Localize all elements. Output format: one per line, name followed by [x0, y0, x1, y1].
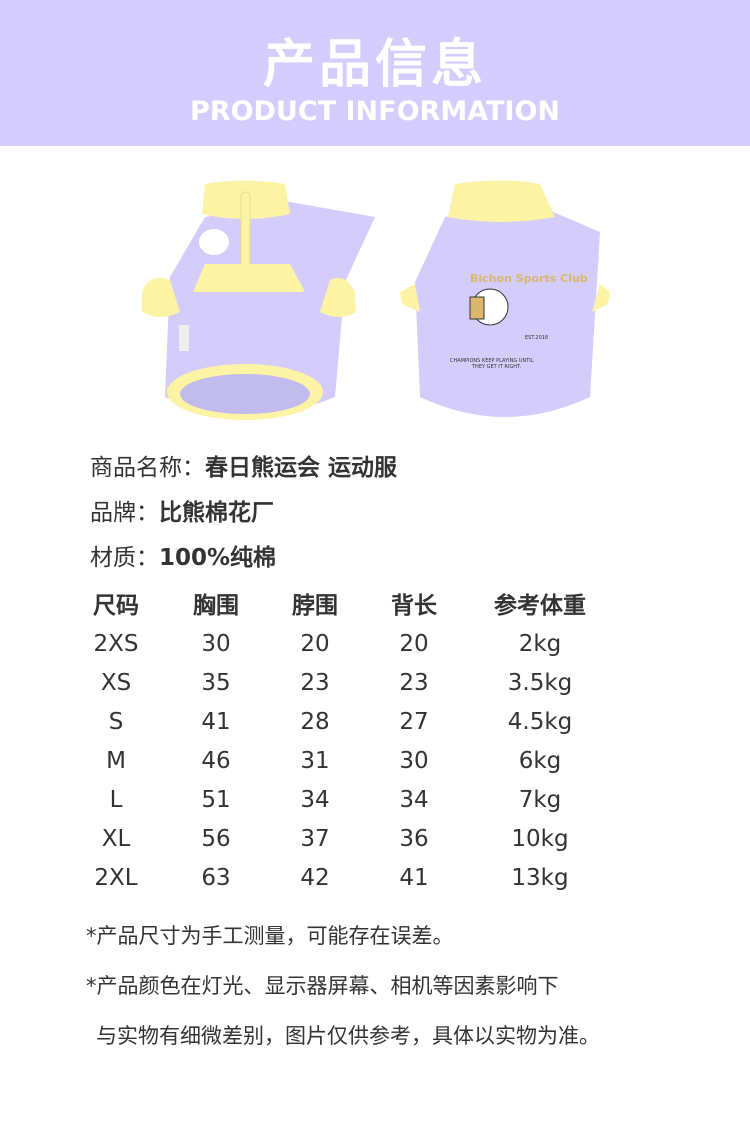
- cell-chest: 35: [201, 670, 231, 696]
- cell-back-length: 41: [399, 865, 429, 891]
- header-banner: 产品信息 PRODUCT INFORMATION: [0, 0, 750, 146]
- cell-chest: 30: [201, 631, 231, 657]
- info-value: 春日熊运会 运动服: [205, 455, 398, 481]
- cell-neck: 42: [300, 865, 330, 891]
- cell-back-length: 27: [399, 709, 429, 735]
- note-color: *产品颜色在灯光、显示器屏幕、相机等因素影响下: [86, 974, 559, 998]
- header-back-length: 背长: [391, 593, 437, 619]
- info-name: 商品名称：春日熊运会 运动服: [90, 448, 397, 482]
- header-neck: 脖围: [292, 593, 338, 619]
- cell-size: M: [106, 748, 126, 774]
- print-slogan-2: THEY GET IT RIGHT.: [471, 364, 521, 370]
- header-chest: 胸围: [193, 593, 239, 619]
- cell-size: 2XS: [93, 631, 139, 657]
- note-measure: *产品尺寸为手工测量，可能存在误差。: [86, 924, 454, 948]
- cell-chest: 63: [201, 865, 231, 891]
- cell-size: XL: [101, 826, 131, 852]
- cell-back-length: 23: [399, 670, 429, 696]
- cell-neck: 37: [300, 826, 330, 852]
- info-label: 商品名称：: [90, 455, 205, 481]
- cell-size: S: [108, 709, 124, 735]
- cell-weight: 4.5kg: [507, 709, 573, 735]
- cell-weight: 2kg: [518, 631, 562, 657]
- cell-weight: 3.5kg: [507, 670, 573, 696]
- cell-back-length: 34: [399, 787, 429, 813]
- cell-back-length: 36: [399, 826, 429, 852]
- cell-neck: 20: [300, 631, 330, 657]
- info-value: 比熊棉花厂: [159, 500, 274, 526]
- cell-size: XS: [100, 670, 132, 696]
- cell-weight: 7kg: [518, 787, 562, 813]
- shirt-back: Bichon Sports Club EST.2018 CHAMPIONS KE…: [400, 180, 610, 417]
- info-label: 材质：: [90, 545, 159, 571]
- info-label: 品牌：: [90, 500, 159, 526]
- cell-weight: 10kg: [511, 826, 569, 852]
- note-color-cont: 与实物有细微差别，图片仅供参考，具体以实物为准。: [96, 1024, 600, 1048]
- product-image: Bichon Sports Club EST.2018 CHAMPIONS KE…: [142, 180, 610, 420]
- cell-size: L: [109, 787, 123, 813]
- cell-size: 2XL: [94, 865, 138, 891]
- cell-weight: 6kg: [518, 748, 562, 774]
- print-slogan-1: CHAMPIONS KEEP PLAYING UNTIL: [450, 358, 534, 364]
- print-text: Bichon Sports Club: [470, 272, 588, 285]
- shirt-front: [142, 180, 375, 420]
- print-est: EST.2018: [525, 335, 548, 341]
- page-title: 产品信息: [262, 35, 487, 95]
- header-size: 尺码: [93, 593, 139, 619]
- cell-chest: 56: [201, 826, 231, 852]
- cell-neck: 31: [300, 748, 330, 774]
- cell-back-length: 30: [399, 748, 429, 774]
- cell-weight: 13kg: [511, 865, 569, 891]
- cell-back-length: 20: [399, 631, 429, 657]
- cell-neck: 23: [300, 670, 330, 696]
- header-weight: 参考体重: [494, 593, 586, 619]
- cell-chest: 41: [201, 709, 231, 735]
- cell-neck: 28: [300, 709, 330, 735]
- info-brand: 品牌：比熊棉花厂: [90, 493, 274, 527]
- info-material: 材质：100%纯棉: [90, 538, 276, 572]
- info-value: 100%纯棉: [159, 545, 277, 571]
- cell-neck: 34: [300, 787, 330, 813]
- cell-chest: 51: [201, 787, 231, 813]
- page-subtitle: PRODUCT INFORMATION: [189, 96, 560, 127]
- cell-chest: 46: [201, 748, 231, 774]
